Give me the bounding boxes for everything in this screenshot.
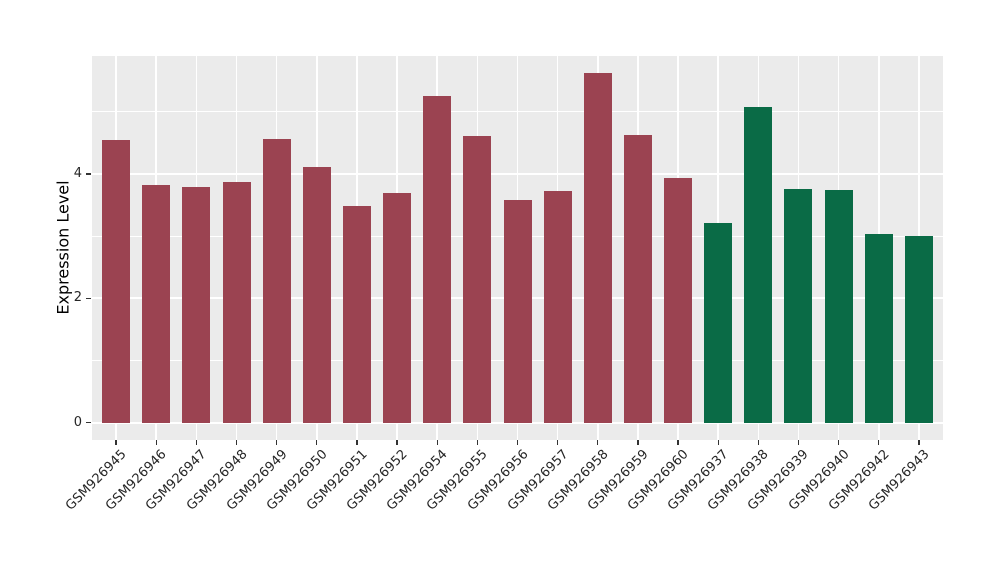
- bar-GSM926945: [102, 139, 131, 423]
- bar-GSM926955: [463, 136, 492, 423]
- x-tick-mark: [637, 440, 639, 445]
- x-tick-mark: [356, 440, 358, 445]
- x-tick-mark: [115, 440, 117, 445]
- x-tick-mark: [316, 440, 318, 445]
- bar-GSM926949: [262, 139, 291, 423]
- bar-GSM926957: [543, 190, 572, 423]
- x-tick-mark: [757, 440, 759, 445]
- y-tick-mark: [86, 297, 91, 299]
- x-tick-mark: [476, 440, 478, 445]
- bar-GSM926938: [744, 106, 773, 423]
- y-tick-mark: [86, 173, 91, 175]
- bar-GSM926943: [904, 236, 933, 423]
- bar-GSM926939: [784, 188, 813, 423]
- bar-GSM926956: [503, 199, 532, 423]
- bar-GSM926952: [383, 192, 412, 423]
- x-tick-mark: [838, 440, 840, 445]
- plot-panel: [92, 56, 943, 440]
- x-tick-mark: [717, 440, 719, 445]
- bar-GSM926960: [664, 177, 693, 423]
- x-tick-mark: [677, 440, 679, 445]
- y-tick-label: 4: [73, 166, 82, 182]
- bar-GSM926937: [704, 222, 733, 423]
- bar-GSM926940: [824, 190, 853, 423]
- y-tick-mark: [86, 422, 91, 424]
- bar-GSM926950: [302, 166, 331, 423]
- bar-GSM926959: [623, 134, 652, 423]
- y-tick-label: 0: [73, 414, 82, 430]
- x-tick-mark: [516, 440, 519, 445]
- x-tick-mark: [797, 440, 800, 445]
- bar-GSM926942: [864, 234, 893, 423]
- bar-GSM926946: [142, 184, 171, 423]
- x-tick-mark: [396, 440, 398, 445]
- bar-GSM926948: [222, 182, 251, 423]
- x-tick-mark: [276, 440, 278, 445]
- x-tick-mark: [235, 440, 238, 445]
- x-tick-mark: [155, 440, 157, 445]
- x-tick-mark: [918, 440, 920, 445]
- x-tick-mark: [878, 440, 880, 445]
- bar-GSM926958: [583, 73, 612, 423]
- bar-GSM926951: [342, 206, 371, 423]
- bar-GSM926947: [182, 187, 211, 423]
- y-tick-label: 2: [73, 290, 82, 306]
- x-tick-mark: [436, 440, 438, 445]
- x-tick-mark: [195, 440, 197, 445]
- bar-GSM926954: [423, 95, 452, 423]
- x-tick-mark: [597, 440, 599, 445]
- y-axis-title-text: Expression Level: [53, 180, 73, 315]
- x-tick-mark: [557, 440, 559, 445]
